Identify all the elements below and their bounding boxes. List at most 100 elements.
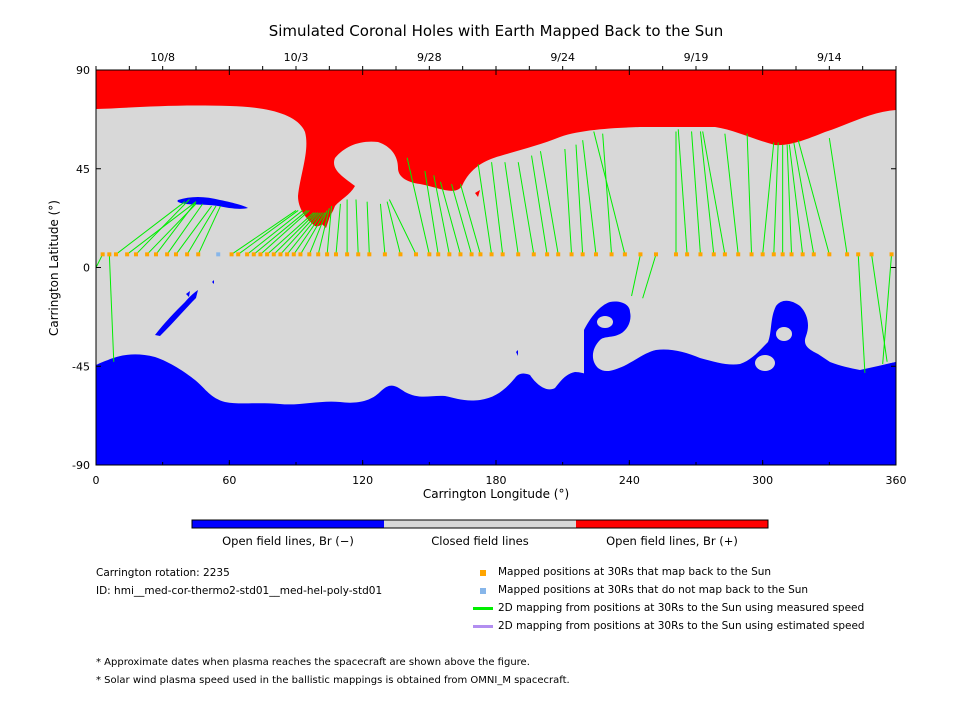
gray-island-3 xyxy=(755,355,775,371)
mapping-line xyxy=(186,205,217,255)
colorbar xyxy=(191,519,769,529)
x-axis-label: Carrington Longitude (°) xyxy=(423,487,569,501)
mapped-point xyxy=(398,252,403,257)
colorbar-label-positive: Open field lines, Br (+) xyxy=(606,534,738,548)
mapping-line xyxy=(773,142,779,255)
mapping-line xyxy=(857,254,866,373)
mapped-point xyxy=(278,252,283,257)
mapped-point xyxy=(711,252,716,257)
mapping-line xyxy=(355,199,359,255)
mapped-point xyxy=(229,252,234,257)
mapped-point xyxy=(771,252,776,257)
plot-area xyxy=(96,70,896,465)
date-label: 9/24 xyxy=(550,51,575,64)
colorbar-label-closed: Closed field lines xyxy=(431,534,529,548)
colorbar-negative xyxy=(192,520,384,528)
x-tick-label: 180 xyxy=(486,474,507,487)
mapping-line xyxy=(691,131,701,255)
mapped-point xyxy=(609,252,614,257)
mapping-line xyxy=(788,144,804,255)
y-axis-label: Carrington Latitude (°) xyxy=(47,200,61,336)
mapped-point xyxy=(654,252,658,257)
mapping-line xyxy=(631,254,641,297)
mapping-line xyxy=(253,210,308,255)
mapped-point xyxy=(245,252,250,257)
mapping-line xyxy=(300,212,326,255)
mapping-line xyxy=(882,254,893,365)
mapped-point xyxy=(531,252,536,257)
x-tick-label: 0 xyxy=(93,474,100,487)
legend-mapped: Mapped positions at 30Rs that map back t… xyxy=(498,566,772,578)
y-tick-label: 90 xyxy=(76,64,90,77)
mapping-line xyxy=(504,162,519,255)
x-axis: 0 60 120 180 240 300 360 xyxy=(93,70,907,487)
legend-measured: 2D mapping from positions at 30Rs to the… xyxy=(498,602,865,614)
mapped-point xyxy=(285,252,290,257)
mapping-line xyxy=(115,201,186,255)
date-label: 9/19 xyxy=(684,51,709,64)
mapped-point xyxy=(594,252,598,257)
mapping-line xyxy=(197,205,221,255)
mapping-line xyxy=(266,212,315,255)
model-id: ID: hmi__med-cor-thermo2-std01__med-hel-… xyxy=(96,585,383,597)
note-speed: * Solar wind plasma speed used in the ba… xyxy=(96,675,570,686)
north-open-negative-strip xyxy=(177,197,248,209)
x-tick-label: 300 xyxy=(752,474,773,487)
mapping-line xyxy=(293,212,324,255)
mapped-point xyxy=(889,252,894,257)
mapping-line xyxy=(231,210,297,255)
mapping-line xyxy=(386,201,401,255)
mapping-line xyxy=(406,157,430,255)
x-tick-label: 240 xyxy=(619,474,640,487)
mapping-line xyxy=(108,254,115,362)
mapping-line xyxy=(786,144,793,255)
legend-swatch-estimated xyxy=(473,625,493,628)
red-spot xyxy=(475,190,480,197)
mapped-point xyxy=(291,252,296,257)
mapped-point xyxy=(478,252,483,257)
mapping-line xyxy=(702,131,726,255)
mapping-line xyxy=(280,212,319,255)
mapped-point xyxy=(674,252,678,257)
legend-swatch-unmapped xyxy=(480,588,486,594)
mapped-point xyxy=(367,252,372,257)
colorbar-positive xyxy=(576,520,768,528)
mapping-line xyxy=(762,142,775,255)
mapped-point xyxy=(811,252,816,257)
colorbar-label-negative: Open field lines, Br (−) xyxy=(222,534,354,548)
mapped-point xyxy=(580,252,585,257)
mapping-line xyxy=(451,183,473,255)
mapping-lines xyxy=(96,129,893,373)
legend-swatch-mapped xyxy=(480,570,486,576)
mapped-point xyxy=(856,252,861,257)
carrington-rotation: Carrington rotation: 2235 xyxy=(96,567,230,579)
mapping-line xyxy=(828,137,848,255)
blue-speck xyxy=(516,350,518,356)
mapping-line xyxy=(459,183,481,255)
mapped-point xyxy=(556,252,561,257)
mapped-point xyxy=(722,252,727,257)
mapped-point xyxy=(100,252,105,257)
mapping-line xyxy=(531,155,548,255)
y-tick-label: -45 xyxy=(72,360,90,373)
mapping-line xyxy=(379,203,386,255)
mapped-point xyxy=(760,252,765,257)
south-open-negative-lobe-right xyxy=(584,300,896,465)
north-open-positive-region xyxy=(96,70,896,227)
mapping-line xyxy=(699,131,715,255)
mapped-point xyxy=(251,252,256,257)
mapped-point xyxy=(165,252,170,257)
y-tick-label: 0 xyxy=(83,262,90,275)
y-tick-label: -90 xyxy=(72,459,90,472)
mapped-point xyxy=(236,252,241,257)
x-tick-label: 360 xyxy=(886,474,907,487)
mapping-line xyxy=(746,133,753,255)
mapped-point xyxy=(316,252,321,257)
mapping-line xyxy=(155,201,197,255)
mapped-point xyxy=(869,252,874,257)
mapping-line xyxy=(326,206,333,255)
mapped-point xyxy=(698,252,703,257)
mapping-line xyxy=(724,133,739,255)
mapped-point xyxy=(469,252,474,257)
